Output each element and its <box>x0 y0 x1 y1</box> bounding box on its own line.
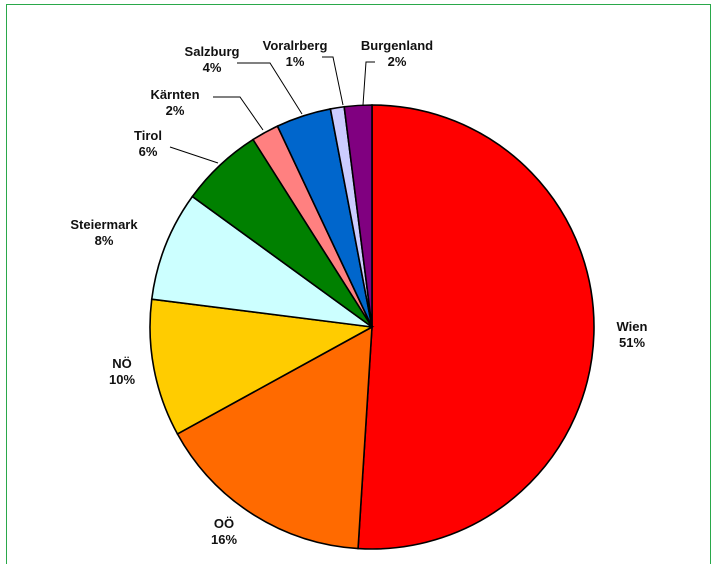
leader-line-voralrberg <box>322 56 344 106</box>
leader-lines <box>169 56 375 164</box>
slice-name-label: Salzburg <box>185 44 240 59</box>
slice-name-label: NÖ <box>112 356 132 371</box>
pie-slices <box>149 104 595 550</box>
leader-line-burgenland <box>362 61 375 106</box>
slice-value-label: 10% <box>109 372 135 387</box>
leader-line-tirol <box>169 146 219 164</box>
leader-line-k-rnten <box>213 96 264 131</box>
slice-name-label: Voralrberg <box>263 38 328 53</box>
slice-name-label: Wien <box>617 319 648 334</box>
slice-name-label: OÖ <box>214 516 234 531</box>
pie-slice-n- <box>149 298 375 436</box>
slice-value-label: 8% <box>95 233 114 248</box>
slice-value-label: 2% <box>166 103 185 118</box>
slice-value-label: 2% <box>388 54 407 69</box>
leader-line-salzburg <box>237 62 303 115</box>
slice-name-label: Tirol <box>134 128 162 143</box>
pie-slice-steiermark <box>150 195 373 328</box>
slice-name-label: Burgenland <box>361 38 433 53</box>
slice-value-label: 51% <box>619 335 645 350</box>
slice-value-label: 16% <box>211 532 237 547</box>
slice-value-label: 6% <box>139 144 158 159</box>
pie-slice-wien <box>357 104 595 550</box>
pie-slice-o- <box>176 325 373 550</box>
slice-name-label: Steiermark <box>70 217 138 232</box>
slice-value-label: 4% <box>203 60 222 75</box>
slice-name-label: Kärnten <box>150 87 199 102</box>
pie-slice-burgenland <box>343 104 373 328</box>
slice-value-label: 1% <box>286 54 305 69</box>
